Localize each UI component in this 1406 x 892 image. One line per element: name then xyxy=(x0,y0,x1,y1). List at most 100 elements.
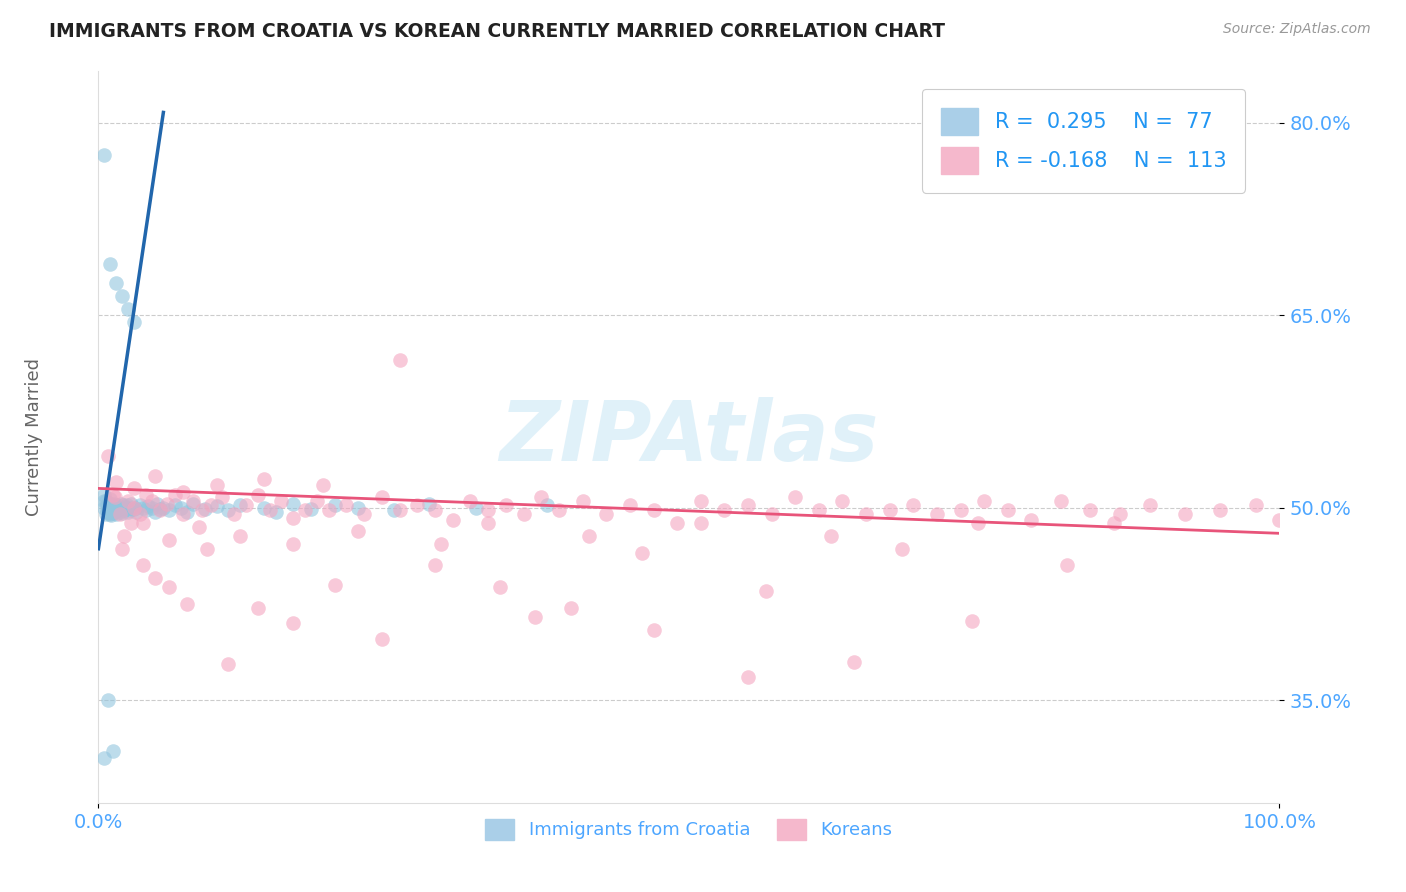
Point xyxy=(181,497,204,511)
Point xyxy=(512,507,534,521)
Point xyxy=(98,491,121,506)
Point xyxy=(382,503,405,517)
Point xyxy=(253,500,276,515)
Point xyxy=(121,497,143,511)
Point xyxy=(143,504,166,518)
Point xyxy=(165,488,187,502)
Point xyxy=(737,670,759,684)
Point xyxy=(418,497,440,511)
Point xyxy=(122,482,145,496)
Point xyxy=(104,491,127,505)
Text: ZIPAtlas: ZIPAtlas xyxy=(499,397,879,477)
Point xyxy=(903,498,925,512)
Point xyxy=(879,503,901,517)
Point xyxy=(93,494,115,508)
Point xyxy=(125,504,148,518)
Point xyxy=(270,494,292,508)
Point xyxy=(149,503,172,517)
Point xyxy=(110,497,132,511)
Point xyxy=(157,533,180,547)
Point xyxy=(105,507,128,521)
Point xyxy=(785,491,807,505)
Point xyxy=(353,507,375,521)
Point xyxy=(111,289,134,303)
Point xyxy=(713,503,735,517)
Point xyxy=(465,500,488,515)
Point xyxy=(1268,514,1291,528)
Point xyxy=(105,503,128,517)
Point xyxy=(890,541,912,556)
Point xyxy=(97,497,120,511)
Point xyxy=(128,507,150,521)
Point xyxy=(1056,558,1078,573)
Point xyxy=(571,494,593,508)
Point xyxy=(111,500,134,515)
Point xyxy=(149,502,172,516)
Point xyxy=(105,498,128,512)
Y-axis label: Currently Married: Currently Married xyxy=(25,358,42,516)
Point xyxy=(97,500,120,515)
Point xyxy=(1139,498,1161,512)
Point xyxy=(312,477,335,491)
Point xyxy=(122,500,145,515)
Point xyxy=(560,600,582,615)
Point xyxy=(1080,503,1102,517)
Point xyxy=(217,503,239,517)
Point xyxy=(855,507,877,521)
Point xyxy=(460,494,482,508)
Point xyxy=(524,609,547,624)
Point xyxy=(105,475,128,489)
Point xyxy=(143,468,166,483)
Point xyxy=(997,503,1019,517)
Point xyxy=(205,477,228,491)
Point xyxy=(1102,516,1125,530)
Point xyxy=(1109,507,1132,521)
Point xyxy=(335,498,357,512)
Point xyxy=(170,500,193,515)
Point xyxy=(105,502,128,516)
Point xyxy=(224,507,246,521)
Point xyxy=(181,494,204,508)
Point xyxy=(115,498,138,512)
Point xyxy=(96,498,118,512)
Point xyxy=(156,497,179,511)
Point xyxy=(157,503,180,517)
Point xyxy=(141,494,163,508)
Point xyxy=(111,506,134,520)
Point xyxy=(122,315,145,329)
Point xyxy=(100,508,122,523)
Point xyxy=(104,504,127,518)
Point xyxy=(283,511,305,525)
Point xyxy=(101,500,124,515)
Point xyxy=(103,503,125,517)
Point xyxy=(477,516,499,530)
Point xyxy=(246,488,269,502)
Point xyxy=(176,597,198,611)
Point xyxy=(388,353,411,368)
Point xyxy=(194,502,217,516)
Point xyxy=(157,580,180,594)
Point xyxy=(1021,514,1043,528)
Point xyxy=(108,507,131,521)
Point xyxy=(925,507,948,521)
Point xyxy=(423,558,446,573)
Point xyxy=(104,500,127,514)
Point xyxy=(152,500,174,515)
Point xyxy=(98,507,121,521)
Point xyxy=(430,536,453,550)
Point xyxy=(93,148,115,162)
Point xyxy=(1050,494,1073,508)
Point xyxy=(94,507,117,521)
Point xyxy=(93,500,115,515)
Point xyxy=(820,529,842,543)
Point xyxy=(98,495,121,509)
Point xyxy=(962,614,984,628)
Point xyxy=(211,491,233,505)
Point xyxy=(666,516,689,530)
Point xyxy=(643,623,665,637)
Point xyxy=(98,257,121,271)
Point xyxy=(477,503,499,517)
Point xyxy=(97,693,120,707)
Point xyxy=(264,504,287,518)
Point xyxy=(97,450,120,464)
